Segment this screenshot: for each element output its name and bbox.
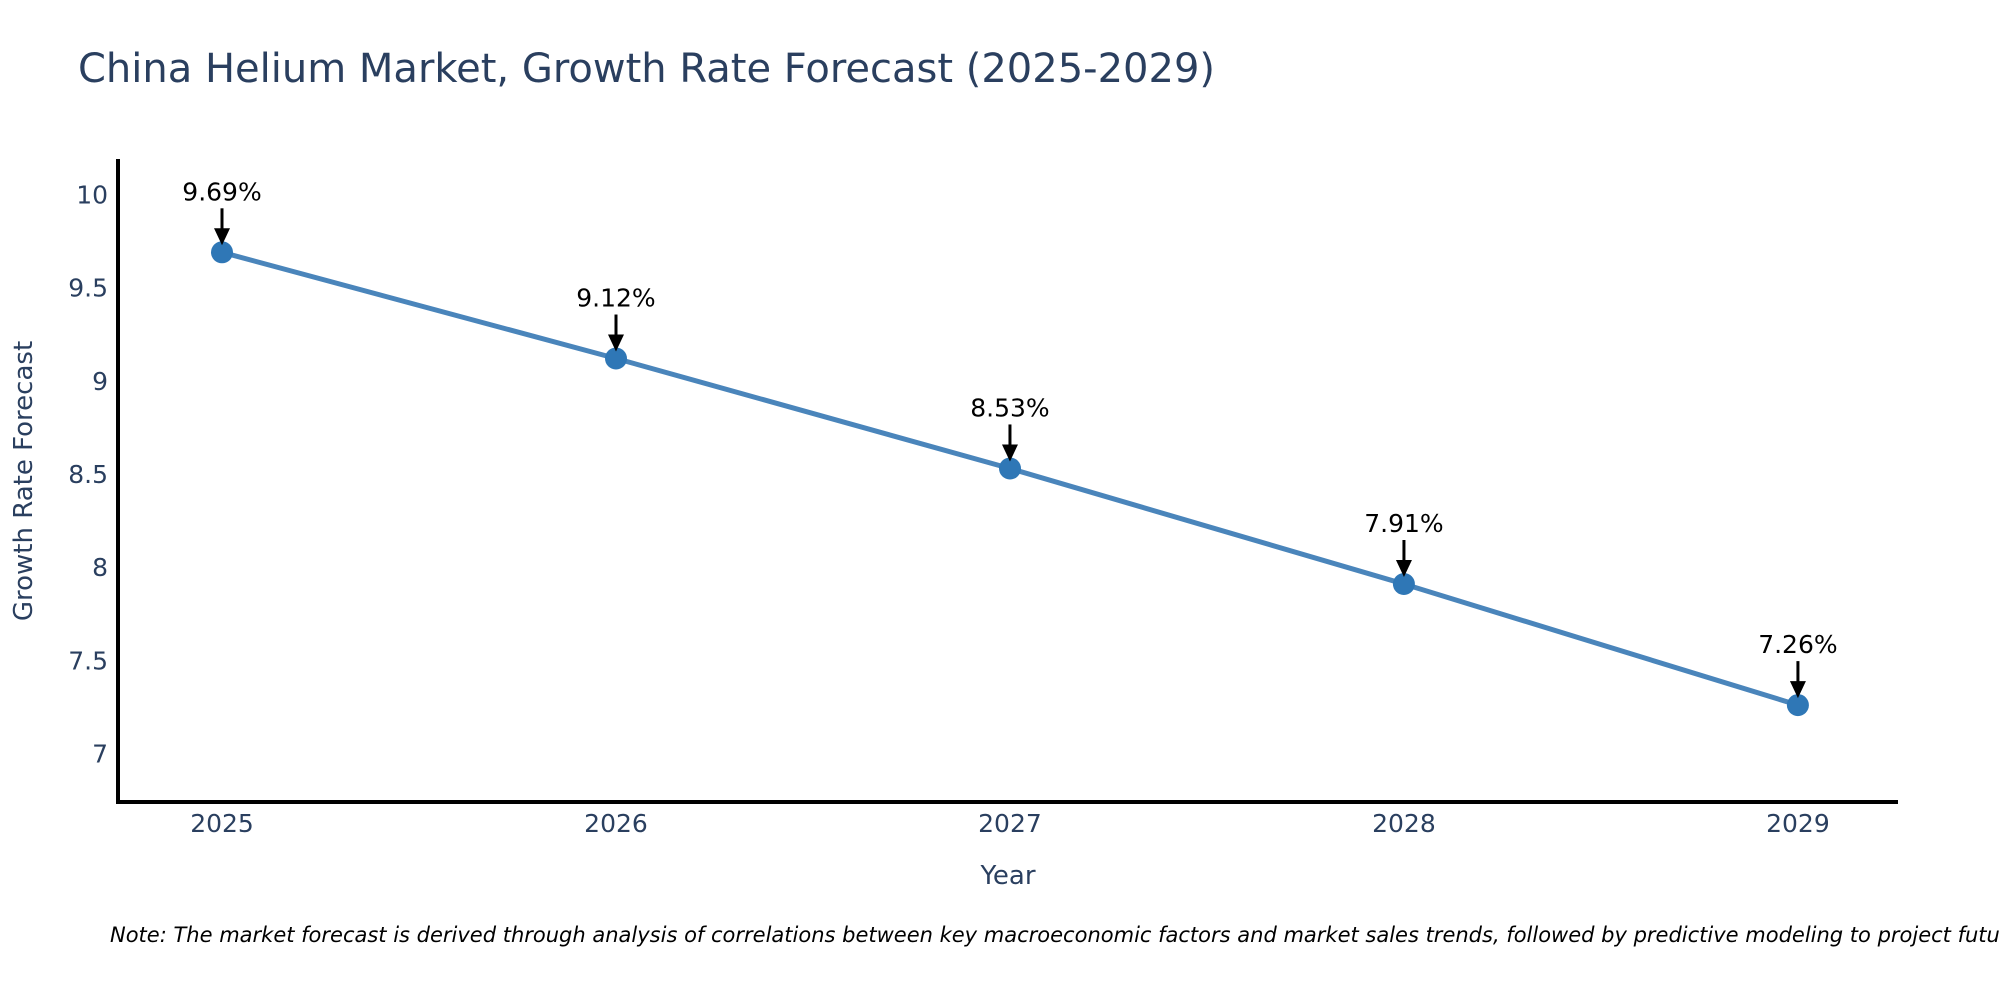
annotation-arrowhead bbox=[1395, 559, 1412, 577]
x-tick-label: 2027 bbox=[978, 809, 1042, 838]
annotation-arrowhead bbox=[214, 228, 231, 246]
data-point-marker bbox=[999, 457, 1021, 480]
y-axis-title: Growth Rate Forecast bbox=[9, 341, 39, 621]
x-tick-label: 2025 bbox=[190, 809, 254, 838]
x-axis-tick-labels: 2025 2026 2027 2028 2029 bbox=[190, 809, 1830, 838]
y-tick-label: 10 bbox=[76, 181, 108, 210]
y-tick-label: 8 bbox=[92, 553, 108, 582]
annotation-label: 8.53% bbox=[970, 393, 1049, 422]
annotation-arrowhead bbox=[1789, 681, 1806, 699]
chart-title: China Helium Market, Growth Rate Forecas… bbox=[78, 46, 1215, 92]
y-tick-label: 7.5 bbox=[68, 646, 108, 675]
point-annotations: 9.69% 9.12% 8.53% 7.91% 7.26% bbox=[182, 177, 1838, 699]
data-point-marker bbox=[605, 347, 627, 370]
annotation-label: 7.26% bbox=[1758, 630, 1837, 659]
data-point-marker bbox=[1786, 694, 1809, 717]
x-tick-label: 2029 bbox=[1766, 809, 1830, 838]
series-markers bbox=[211, 241, 1809, 717]
y-axis-tick-labels: 10 9.5 9 8.5 8 7.5 7 bbox=[68, 181, 108, 769]
data-point-marker bbox=[1392, 573, 1415, 595]
y-tick-label: 8.5 bbox=[68, 460, 108, 489]
annotation-label: 9.12% bbox=[576, 284, 655, 313]
y-tick-label: 9 bbox=[92, 367, 108, 396]
annotation-arrowhead bbox=[607, 334, 624, 352]
annotation-label: 7.91% bbox=[1364, 509, 1443, 538]
y-tick-label: 9.5 bbox=[68, 274, 108, 303]
annotation-arrowhead bbox=[1001, 444, 1018, 462]
data-point-marker bbox=[211, 241, 233, 264]
y-tick-label: 7 bbox=[92, 740, 108, 769]
x-tick-label: 2026 bbox=[584, 809, 648, 838]
x-axis-title: Year bbox=[979, 861, 1035, 891]
x-tick-label: 2028 bbox=[1372, 809, 1436, 838]
footnote: Note: The market forecast is derived thr… bbox=[110, 923, 2000, 947]
annotation-label: 9.69% bbox=[182, 177, 261, 206]
